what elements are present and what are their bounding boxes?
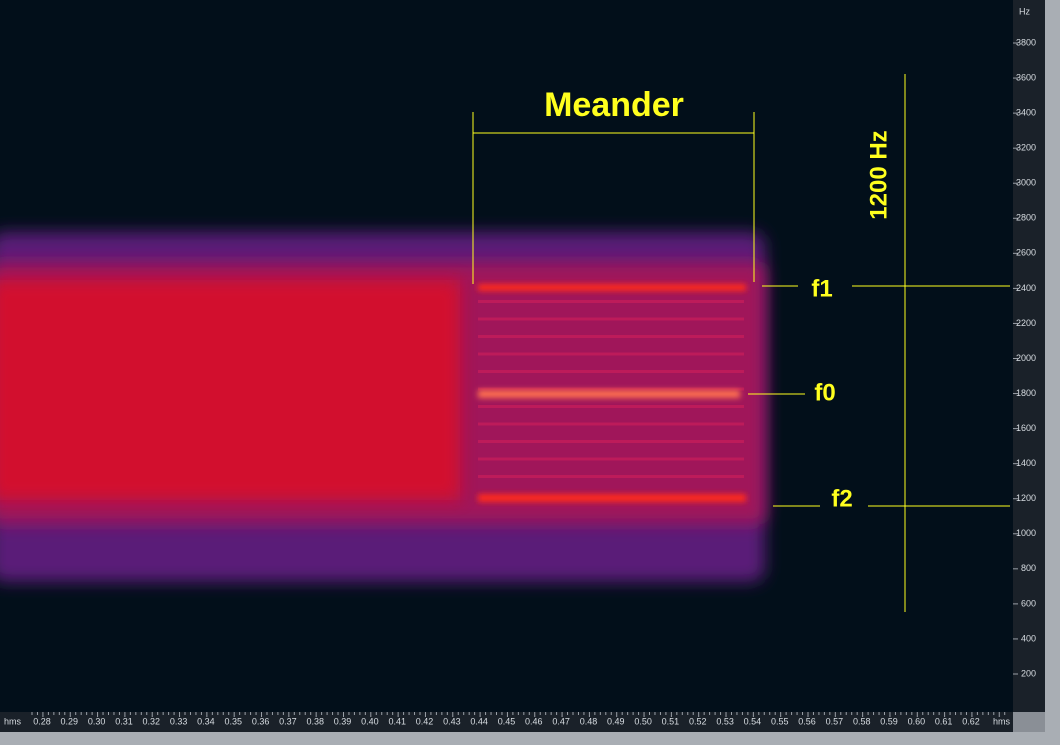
x-tick-label: 0.44 — [470, 716, 488, 726]
x-tick-label: 0.49 — [607, 716, 625, 726]
y-tick-label: 600 — [1021, 598, 1036, 608]
x-axis-panel — [0, 712, 1013, 732]
x-tick-label: 0.51 — [662, 716, 680, 726]
x-tick-label: 0.38 — [306, 716, 324, 726]
x-tick-label: 0.57 — [826, 716, 844, 726]
x-tick-label: 0.39 — [334, 716, 352, 726]
y-unit: Hz — [1019, 6, 1030, 16]
f2-line — [478, 494, 746, 502]
x-tick-label: 0.53 — [716, 716, 734, 726]
f1-line — [478, 284, 746, 291]
y-tick-label: 1600 — [1016, 423, 1036, 433]
spectrum — [0, 232, 765, 582]
harmonic-stripe — [478, 387, 744, 391]
y-tick-label: 2600 — [1016, 248, 1036, 258]
x-tick-label: 0.30 — [88, 716, 106, 726]
y-tick-label: 2000 — [1016, 353, 1036, 363]
x-tick-label: 0.55 — [771, 716, 789, 726]
x-tick-label: 0.47 — [552, 716, 570, 726]
x-tick-label: 0.40 — [361, 716, 379, 726]
y-tick-label: 800 — [1021, 563, 1036, 573]
x-tick-label: 0.36 — [252, 716, 270, 726]
harmonic-stripe — [478, 440, 744, 443]
meander-label: Meander — [544, 86, 684, 124]
x-tick-label: 0.59 — [880, 716, 898, 726]
y-tick-label: 1800 — [1016, 388, 1036, 398]
harmonic-stripe — [478, 317, 744, 321]
x-unit: hms — [993, 716, 1011, 726]
y-tick-label: 3800 — [1016, 37, 1036, 47]
y-tick-label: 3600 — [1016, 72, 1036, 82]
x-tick-label: 0.28 — [33, 716, 51, 726]
harmonic-stripe — [478, 335, 744, 338]
y-tick-label: 3000 — [1016, 178, 1036, 188]
y-tick-label: 2400 — [1016, 283, 1036, 293]
y-axis-panel — [1013, 0, 1045, 712]
x-tick-label: 0.56 — [798, 716, 816, 726]
x-tick-label: 0.41 — [388, 716, 406, 726]
x-tick-label: 0.29 — [61, 716, 79, 726]
y-tick-label: 3200 — [1016, 143, 1036, 153]
y-tick-label: 3400 — [1016, 107, 1036, 117]
x-tick-label: 0.33 — [170, 716, 188, 726]
x-tick-label: 0.31 — [115, 716, 133, 726]
scrollbar[interactable] — [1045, 0, 1060, 745]
band-core — [0, 280, 460, 500]
harmonic-stripe — [478, 405, 744, 408]
y-tick-label: 400 — [1021, 633, 1036, 643]
x-tick-label: 0.54 — [744, 716, 762, 726]
x-tick-label: 0.32 — [143, 716, 161, 726]
x-tick-label: 0.43 — [443, 716, 461, 726]
f0-line — [478, 390, 740, 398]
harmonic-stripe — [478, 300, 744, 303]
x-tick-label: 0.58 — [853, 716, 871, 726]
x-tick-label: 0.61 — [935, 716, 953, 726]
y-tick-label: 2200 — [1016, 318, 1036, 328]
x-tick-label: 0.52 — [689, 716, 707, 726]
annotations: Meander 1200 Hz f1 f0 f2 — [472, 74, 1010, 612]
harmonic-stripe — [478, 370, 744, 373]
y-tick-label: 2800 — [1016, 213, 1036, 223]
x-tick-label: 0.60 — [908, 716, 926, 726]
h-scrollbar[interactable] — [0, 732, 1045, 745]
x-tick-label: 0.34 — [197, 716, 215, 726]
f0-label: f0 — [814, 379, 835, 406]
harmonic-stripe — [478, 475, 744, 478]
x-tick-label: 0.45 — [498, 716, 516, 726]
x-tick-label: 0.62 — [962, 716, 980, 726]
x-tick-label: 0.37 — [279, 716, 297, 726]
span-label: 1200 Hz — [865, 130, 892, 219]
x-tick-label: 0.42 — [416, 716, 434, 726]
harmonic-stripe — [478, 457, 744, 461]
harmonic-stripe — [478, 352, 744, 356]
f1-label: f1 — [811, 275, 832, 302]
f2-label: f2 — [831, 485, 852, 512]
y-tick-label: 1000 — [1016, 528, 1036, 538]
y-tick-label: 1400 — [1016, 458, 1036, 468]
x-tick-label: 0.48 — [580, 716, 598, 726]
y-tick-label: 1200 — [1016, 493, 1036, 503]
x-unit: hms — [4, 716, 22, 726]
x-tick-label: 0.46 — [525, 716, 543, 726]
harmonic-stripe — [478, 422, 744, 426]
y-tick-label: 200 — [1021, 668, 1036, 678]
x-tick-label: 0.50 — [634, 716, 652, 726]
x-tick-label: 0.35 — [224, 716, 242, 726]
